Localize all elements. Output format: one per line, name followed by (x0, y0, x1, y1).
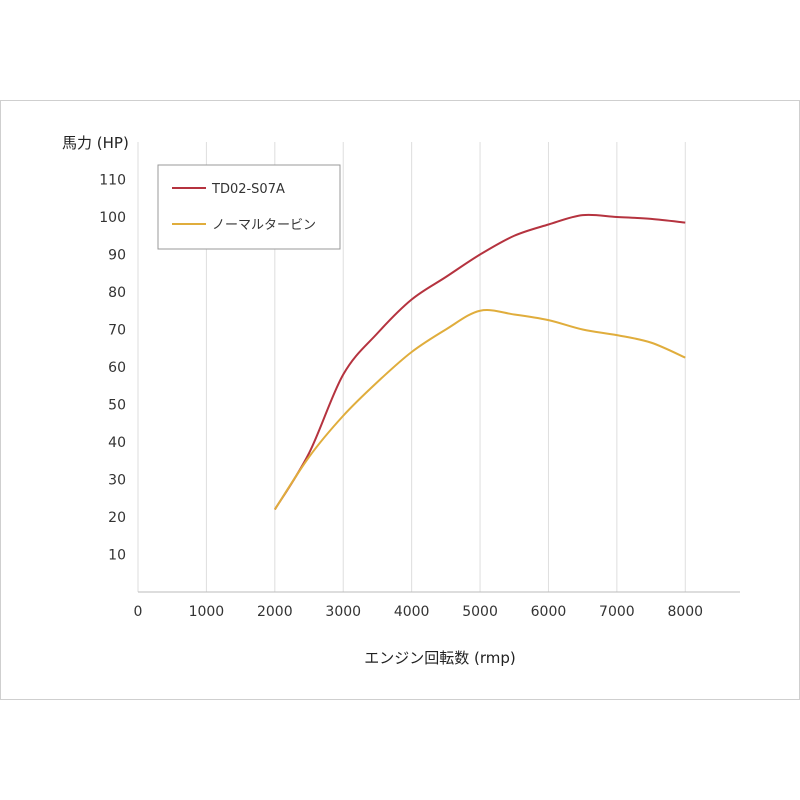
series-lines (273, 213, 686, 511)
legend-box (157, 164, 341, 250)
y-tick-label-50: 50 (108, 398, 126, 414)
y-tick-label-80: 80 (108, 285, 126, 301)
legend-label-td02: TD02-S07A (211, 182, 285, 197)
y-tick-label-110: 110 (99, 173, 126, 189)
x-axis-label: エンジン回転数 (rmp) (364, 649, 516, 667)
y-tick-label-100: 100 (99, 210, 126, 226)
x-tick-label-6000: 6000 (531, 604, 567, 620)
x-tick-label-3000: 3000 (325, 604, 361, 620)
x-tick-label-2000: 2000 (257, 604, 293, 620)
y-tick-label-40: 40 (108, 435, 126, 451)
y-axis-label: 馬力 (HP) (62, 134, 129, 152)
y-tick-labels: 10 20 30 40 50 60 70 80 90 100 110 (99, 173, 126, 564)
x-tick-label-4000: 4000 (394, 604, 430, 620)
y-tick-label-20: 20 (108, 510, 126, 526)
series-line-0 (273, 213, 686, 511)
series-line-1 (273, 309, 686, 511)
chart-frame (0, 100, 800, 700)
x-tick-label-0: 0 (134, 604, 143, 620)
y-tick-label-70: 70 (108, 323, 126, 339)
x-tick-label-1000: 1000 (189, 604, 225, 620)
y-tick-label-10: 10 (108, 548, 126, 564)
x-tick-label-7000: 7000 (599, 604, 635, 620)
y-tick-label-30: 30 (108, 473, 126, 489)
x-tick-label-8000: 8000 (667, 604, 703, 620)
x-tick-label-5000: 5000 (462, 604, 498, 620)
y-tick-label-60: 60 (108, 360, 126, 376)
legend-label-normal: ノーマルタービン (212, 218, 316, 233)
legend: TD02-S07A ノーマルタービン (157, 164, 341, 250)
y-tick-label-90: 90 (108, 248, 126, 264)
x-tick-labels: 0 1000 2000 3000 4000 5000 6000 7000 8000 (134, 604, 704, 620)
